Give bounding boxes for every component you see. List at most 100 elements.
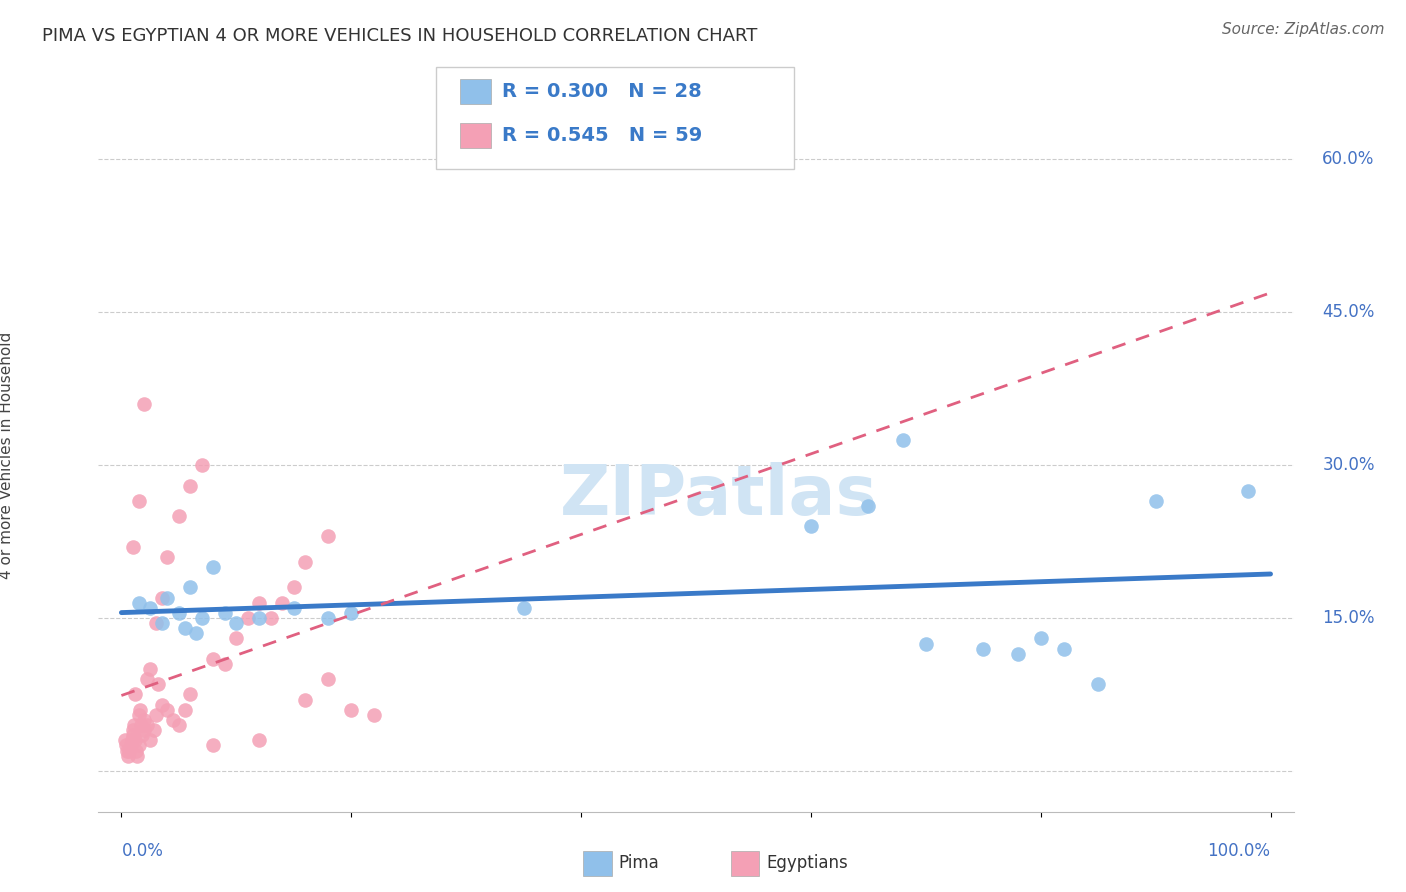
Point xyxy=(145,707,167,722)
Point xyxy=(294,692,316,706)
Point xyxy=(363,707,385,722)
Point xyxy=(1236,483,1258,498)
Point xyxy=(121,733,143,747)
Point xyxy=(156,591,179,605)
Point xyxy=(191,611,214,625)
Point xyxy=(167,606,190,620)
Point xyxy=(128,739,150,753)
Point xyxy=(148,677,170,691)
Point xyxy=(316,529,339,543)
Point xyxy=(134,723,156,738)
Point xyxy=(131,728,153,742)
Point xyxy=(914,636,936,650)
Point xyxy=(225,616,247,631)
Point xyxy=(202,560,225,574)
Point xyxy=(191,458,214,472)
Point xyxy=(512,600,534,615)
Point xyxy=(173,621,195,635)
Point xyxy=(156,549,179,564)
Point xyxy=(150,591,173,605)
Point xyxy=(167,718,190,732)
Point xyxy=(122,540,145,554)
Text: Source: ZipAtlas.com: Source: ZipAtlas.com xyxy=(1222,22,1385,37)
Point xyxy=(214,606,236,620)
Text: PIMA VS EGYPTIAN 4 OR MORE VEHICLES IN HOUSEHOLD CORRELATION CHART: PIMA VS EGYPTIAN 4 OR MORE VEHICLES IN H… xyxy=(42,27,758,45)
Point xyxy=(167,509,190,524)
Point xyxy=(150,698,173,712)
Point xyxy=(247,733,270,747)
Point xyxy=(271,596,294,610)
Point xyxy=(972,641,994,656)
Point xyxy=(135,672,157,686)
Point xyxy=(179,581,201,595)
Point xyxy=(294,555,316,569)
Point xyxy=(128,493,150,508)
Point xyxy=(800,519,823,533)
Point xyxy=(225,632,247,646)
Point xyxy=(179,688,201,702)
Point xyxy=(114,733,136,747)
Point xyxy=(122,718,145,732)
Point xyxy=(156,703,179,717)
Point xyxy=(858,499,880,513)
Point xyxy=(214,657,236,671)
Text: Pima: Pima xyxy=(619,855,659,872)
Point xyxy=(134,397,156,411)
Point xyxy=(139,600,162,615)
Text: 15.0%: 15.0% xyxy=(1322,609,1375,627)
Point xyxy=(179,478,201,492)
Point xyxy=(247,611,270,625)
Point xyxy=(340,703,363,717)
Point xyxy=(115,743,138,757)
Text: R = 0.300   N = 28: R = 0.300 N = 28 xyxy=(502,82,702,101)
Point xyxy=(283,581,305,595)
Point xyxy=(260,611,283,625)
Point xyxy=(236,611,259,625)
Point xyxy=(316,611,339,625)
Point xyxy=(122,728,145,742)
Point xyxy=(150,616,173,631)
Point xyxy=(139,662,162,676)
Point xyxy=(128,703,150,717)
Point xyxy=(1144,493,1167,508)
Point xyxy=(340,606,363,620)
Point xyxy=(128,707,150,722)
Point xyxy=(184,626,207,640)
Point xyxy=(173,703,195,717)
Point xyxy=(124,688,146,702)
Point xyxy=(124,733,146,747)
Point xyxy=(145,616,167,631)
Point xyxy=(134,713,156,727)
Point xyxy=(129,718,152,732)
Text: 60.0%: 60.0% xyxy=(1322,150,1375,169)
Text: 30.0%: 30.0% xyxy=(1322,456,1375,475)
Point xyxy=(316,672,339,686)
Text: R = 0.545   N = 59: R = 0.545 N = 59 xyxy=(502,126,702,145)
Point xyxy=(283,600,305,615)
Point xyxy=(135,718,157,732)
Text: 100.0%: 100.0% xyxy=(1208,842,1271,860)
Point xyxy=(122,723,145,738)
Point xyxy=(127,748,149,763)
Text: 0.0%: 0.0% xyxy=(121,842,163,860)
Point xyxy=(125,743,148,757)
Point xyxy=(891,433,914,447)
Point xyxy=(202,652,225,666)
Text: 45.0%: 45.0% xyxy=(1322,303,1375,321)
Point xyxy=(118,743,141,757)
Point xyxy=(120,739,142,753)
Point xyxy=(117,748,139,763)
Text: ZIPatlas: ZIPatlas xyxy=(560,462,877,529)
Point xyxy=(1007,647,1029,661)
Point xyxy=(128,596,150,610)
Point xyxy=(1087,677,1109,691)
Point xyxy=(202,739,225,753)
Text: Egyptians: Egyptians xyxy=(766,855,848,872)
Point xyxy=(115,739,138,753)
Point xyxy=(247,596,270,610)
Point xyxy=(142,723,165,738)
Point xyxy=(162,713,184,727)
Text: 4 or more Vehicles in Household: 4 or more Vehicles in Household xyxy=(0,331,14,579)
Point xyxy=(139,733,162,747)
Point xyxy=(1029,632,1052,646)
